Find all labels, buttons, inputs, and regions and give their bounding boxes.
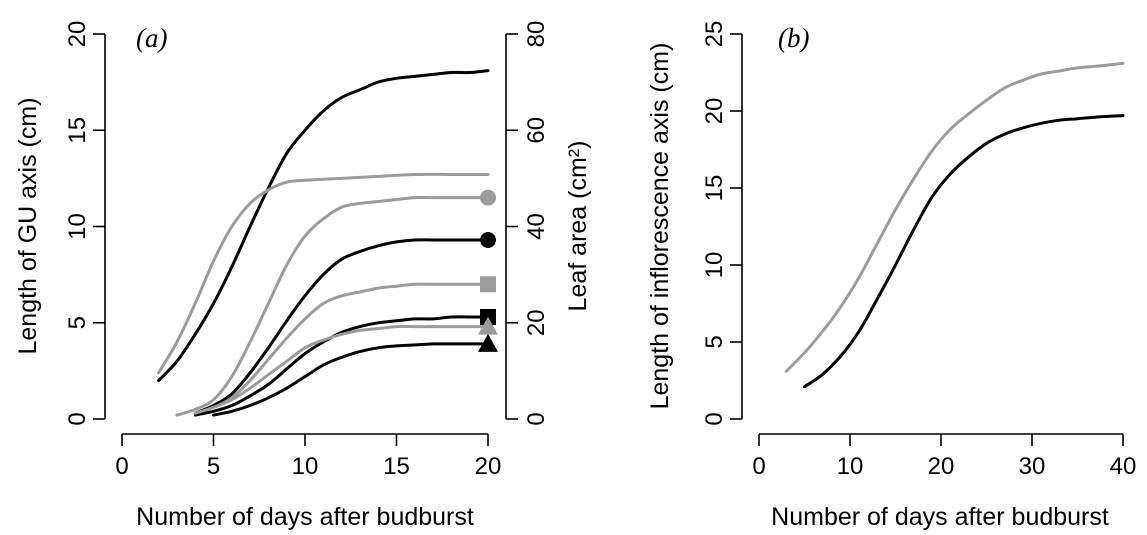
panel-b-plot-area bbox=[784, 61, 1125, 389]
series-line-3 bbox=[175, 195, 490, 417]
x-tick-label: 20 bbox=[928, 453, 955, 480]
y-tick-label: 15 bbox=[64, 117, 91, 144]
series-line-7 bbox=[193, 324, 490, 415]
panel-a-right-y-axis-title: Leaf area (cm²) bbox=[564, 141, 592, 312]
panel-b-y-axis-title: Length of inflorescence axis (cm) bbox=[646, 43, 674, 410]
x-tick-label: 10 bbox=[837, 453, 864, 480]
x-tick-label: 10 bbox=[292, 453, 319, 480]
y-tick-label: 0 bbox=[64, 412, 91, 425]
x-tick-label: 30 bbox=[1019, 453, 1046, 480]
y-tick-label: 5 bbox=[64, 316, 91, 329]
series-8-end-marker-triangle bbox=[478, 333, 498, 352]
series-line-5 bbox=[193, 282, 490, 415]
panel-a-plot-area bbox=[157, 69, 498, 417]
right-y-tick-label: 40 bbox=[523, 213, 550, 240]
x-tick-label: 15 bbox=[383, 453, 410, 480]
right-y-tick-label: 60 bbox=[523, 117, 550, 144]
x-tick-label: 40 bbox=[1110, 453, 1137, 480]
series-line-4 bbox=[193, 238, 490, 415]
series-4-end-marker-circle bbox=[480, 231, 496, 248]
y-tick-label: 20 bbox=[701, 98, 728, 125]
y-tick-label: 10 bbox=[64, 213, 91, 240]
y-tick-label: 0 bbox=[701, 412, 728, 425]
x-tick-label: 0 bbox=[115, 453, 128, 480]
series-5-end-marker-square bbox=[480, 276, 496, 293]
series-line-8 bbox=[212, 342, 490, 417]
panel-a-right-y-axis: 0 20 40 60 80 bbox=[505, 21, 550, 426]
panel-b-x-axis-title: Number of days after budburst bbox=[771, 503, 1109, 531]
y-tick-label: 10 bbox=[701, 252, 728, 279]
series-3-end-marker-circle bbox=[480, 189, 496, 206]
right-y-tick-label: 0 bbox=[523, 412, 550, 425]
panel-a-x-axis-title: Number of days after budburst bbox=[136, 503, 474, 531]
panel-b-y-axis: 0 5 10 15 20 25 bbox=[701, 21, 743, 426]
y-tick-label: 5 bbox=[701, 335, 728, 348]
series-line-1 bbox=[784, 61, 1125, 373]
series-line-6 bbox=[193, 315, 490, 417]
series-line-2 bbox=[157, 172, 490, 375]
panel-b-label: (b) bbox=[778, 23, 809, 53]
y-tick-label: 20 bbox=[64, 21, 91, 48]
panel-b: (b) 0 10 20 30 40 0 5 10 15 20 25 Number of days … bbox=[646, 21, 1136, 531]
series-7-end-marker-triangle bbox=[478, 316, 498, 335]
y-tick-label: 25 bbox=[701, 21, 728, 48]
panel-a-y-axis: 0 5 10 15 20 bbox=[64, 21, 106, 426]
x-tick-label: 0 bbox=[752, 453, 765, 480]
panel-a-label: (a) bbox=[136, 23, 167, 53]
x-tick-label: 5 bbox=[207, 453, 220, 480]
y-tick-label: 15 bbox=[701, 175, 728, 202]
series-line-2 bbox=[803, 114, 1125, 389]
panel-b-x-axis: 0 10 20 30 40 bbox=[752, 433, 1137, 480]
right-y-tick-label: 20 bbox=[523, 309, 550, 336]
panel-a-x-axis: 0 5 10 15 20 bbox=[115, 433, 502, 480]
right-y-tick-label: 80 bbox=[523, 21, 550, 48]
series-line-1 bbox=[157, 69, 490, 382]
panel-a-y-axis-title: Length of GU axis (cm) bbox=[14, 97, 42, 354]
x-tick-label: 20 bbox=[475, 453, 502, 480]
panel-a: (a) 0 5 10 15 20 0 5 10 15 20 0 20 40 60 80 Number o… bbox=[14, 21, 592, 531]
